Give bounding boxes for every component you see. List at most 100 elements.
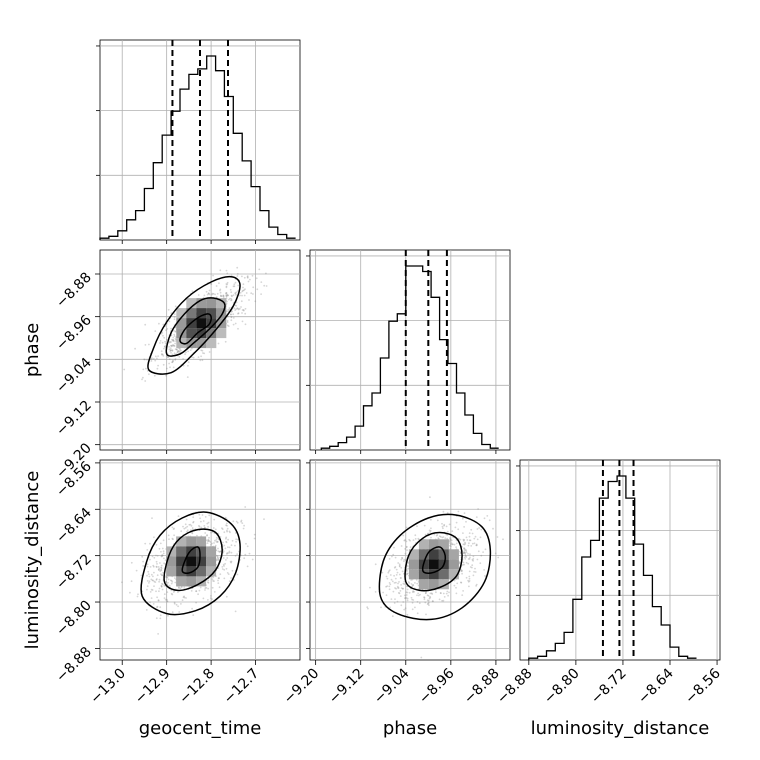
scatter-point: [178, 355, 181, 358]
scatter-point: [229, 288, 232, 291]
scatter-point: [156, 367, 159, 370]
scatter-point: [168, 538, 170, 540]
scatter-point: [245, 292, 248, 294]
scatter-point: [464, 558, 467, 560]
scatter-point: [171, 350, 174, 352]
histogram-geocent-time: [99, 55, 296, 240]
scatter-point: [171, 349, 174, 352]
scatter-point: [158, 587, 161, 590]
density-cell: [186, 298, 197, 309]
density-cell: [176, 318, 187, 329]
scatter-point: [202, 597, 205, 600]
scatter-point: [207, 538, 210, 541]
scatter-point: [455, 592, 458, 595]
scatter-point: [449, 540, 451, 542]
density-cell: [186, 328, 197, 339]
scatter-point: [463, 549, 466, 552]
scatter-point: [390, 598, 393, 600]
scatter-point: [205, 539, 208, 542]
scatter-point: [244, 312, 247, 315]
scatter-point: [160, 350, 163, 353]
scatter-point: [173, 313, 176, 315]
scatter-point: [215, 539, 218, 541]
density-cell: [206, 298, 217, 309]
scatter-point: [203, 352, 206, 355]
scatter-point: [417, 537, 420, 540]
density-cell: [206, 338, 217, 349]
scatter-point: [237, 538, 239, 541]
scatter-point: [468, 539, 471, 542]
scatter-point: [235, 540, 238, 543]
scatter-point: [472, 558, 475, 560]
scatter-point: [405, 594, 408, 596]
scatter-point: [227, 294, 229, 297]
scatter-point: [389, 583, 392, 586]
scatter-point: [451, 530, 454, 532]
scatter-point: [195, 601, 198, 604]
scatter-point: [209, 597, 212, 600]
scatter-point: [449, 538, 452, 541]
panel-hist-luminosity-distance: [516, 459, 721, 661]
scatter-point: [406, 549, 408, 551]
scatter-point: [200, 520, 202, 523]
scatter-point: [226, 572, 229, 574]
scatter-point: [394, 598, 396, 600]
scatter-point: [435, 534, 438, 537]
scatter-point: [183, 596, 186, 599]
scatter-point: [204, 587, 207, 589]
scatter-point: [170, 334, 173, 337]
scatter-point: [424, 592, 427, 595]
scatter-point: [450, 539, 453, 542]
scatter-point: [171, 353, 174, 356]
density-cell: [428, 569, 439, 580]
scatter-point: [157, 568, 160, 571]
scatter-point: [219, 573, 222, 576]
scatter-point: [144, 542, 147, 545]
density-cell: [206, 328, 217, 339]
scatter-point: [156, 357, 158, 360]
scatter-point: [232, 313, 235, 316]
scatter-point: [148, 580, 151, 583]
scatter-point: [219, 288, 222, 291]
scatter-point: [230, 316, 233, 319]
scatter-point: [203, 294, 206, 297]
scatter-point: [429, 530, 432, 532]
scatter-point: [471, 564, 474, 567]
scatter-point: [462, 551, 465, 554]
scatter-point: [480, 554, 483, 557]
scatter-point: [215, 554, 218, 557]
scatter-point: [416, 594, 418, 597]
scatter-point: [173, 340, 175, 342]
scatter-point: [173, 318, 176, 321]
scatter-point: [187, 361, 190, 364]
scatter-point: [206, 542, 209, 544]
scatter-point: [386, 585, 389, 587]
scatter-point: [398, 564, 401, 567]
scatter-point: [224, 340, 227, 343]
scatter-point: [464, 554, 467, 557]
scatter-point: [468, 535, 471, 538]
scatter-point: [394, 556, 397, 559]
scatter-point: [230, 310, 233, 313]
density-cell: [408, 559, 419, 570]
scatter-point: [398, 592, 401, 595]
scatter-point: [232, 323, 235, 326]
scatter-point: [162, 323, 165, 326]
scatter-point: [214, 528, 217, 531]
scatter-point: [172, 344, 174, 346]
scatter-point: [463, 563, 465, 566]
density-cell: [448, 549, 459, 560]
scatter-point: [465, 576, 468, 579]
scatter-point: [253, 537, 256, 540]
scatter-point: [407, 565, 409, 567]
scatter-point: [148, 343, 150, 346]
scatter-point: [170, 579, 173, 582]
scatter-point: [165, 580, 168, 583]
scatter-point: [149, 542, 151, 545]
scatter-point: [429, 595, 431, 598]
scatter-point: [172, 366, 175, 369]
scatter-point: [204, 589, 206, 591]
scatter-point: [150, 573, 153, 576]
density-cell: [176, 328, 187, 339]
